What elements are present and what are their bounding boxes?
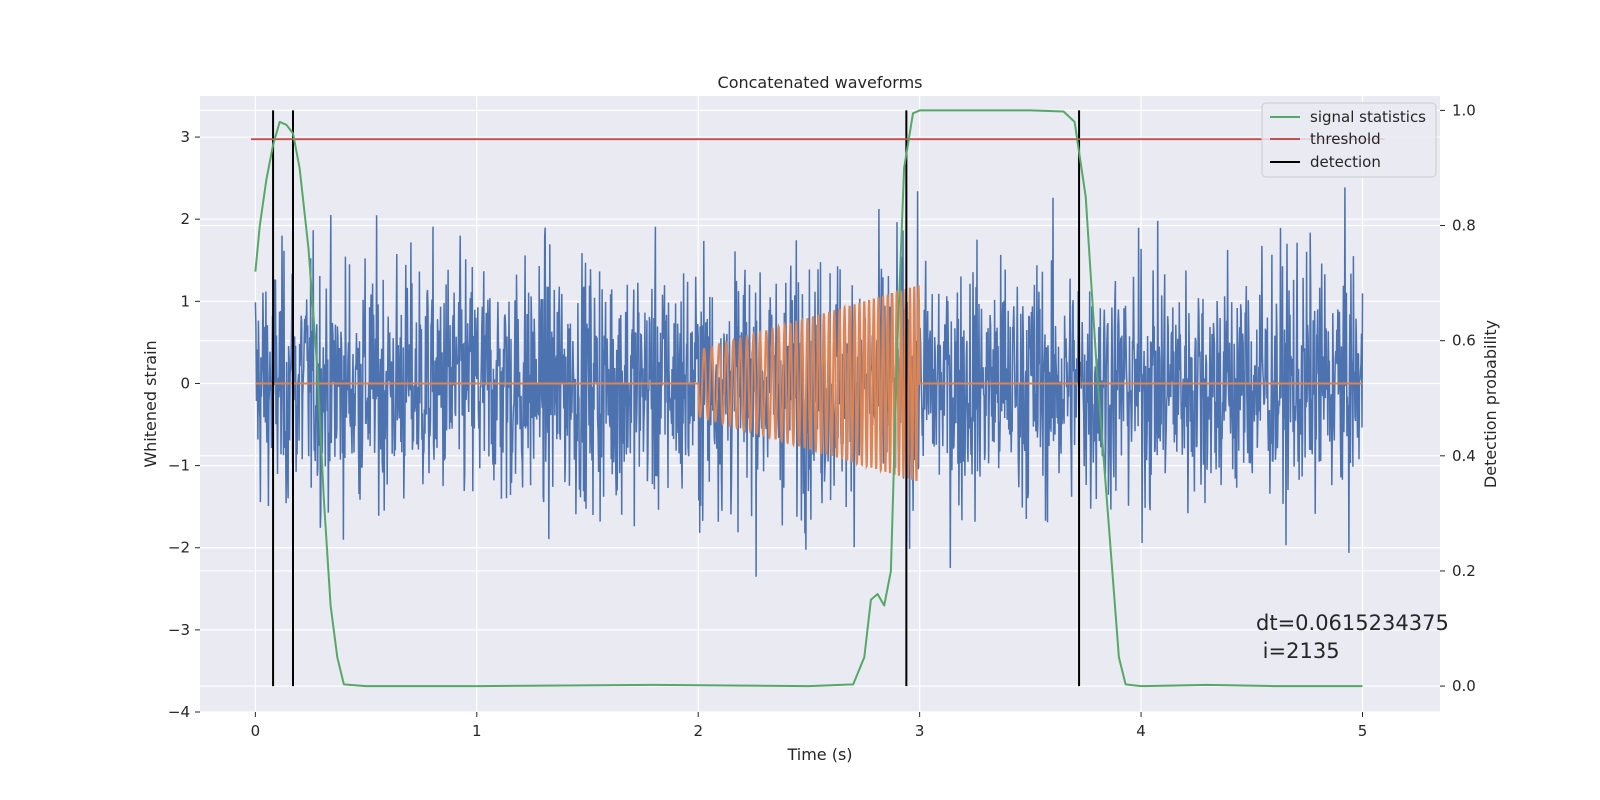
series-layer [250,109,1385,688]
template-series [255,285,1363,482]
x-tick-label: 1 [472,722,482,740]
y2-tick-label: 0.4 [1452,447,1476,465]
y2-tick-label: 0.8 [1452,217,1476,235]
y2-tick-label: 0.2 [1452,562,1476,580]
chart-title: Concatenated waveforms [718,73,923,92]
y2-tick-label: 1.0 [1452,101,1476,119]
y-axis-label: Whitened strain [141,340,160,467]
y-tick-label: −3 [168,621,190,639]
legend-label-signal-statistics: signal statistics [1310,108,1426,126]
legend-label-threshold: threshold [1310,130,1381,148]
annotation-i: i=2135 [1256,639,1340,663]
annotation-dt: dt=0.0615234375 [1256,611,1449,635]
x-tick-label: 4 [1136,722,1146,740]
y2-axis-label: Detection probability [1481,320,1500,488]
signal-statistics-series [254,109,1363,688]
y-tick-label: −4 [168,703,190,721]
y-tick-label: −1 [168,457,190,475]
y-tick-label: 1 [180,292,190,310]
legend-label-detection: detection [1310,153,1381,171]
y-tick-label: −2 [168,539,190,557]
x-tick-label: 2 [693,722,703,740]
legend-box [1261,102,1437,178]
y-tick-label: 3 [180,128,190,146]
x-tick-label: 5 [1358,722,1368,740]
x-axis-label: Time (s) [786,745,852,764]
legend: signal statistics threshold detection [1261,102,1437,178]
ticks-layer: 0 1 2 3 4 5 −4 −3 −2 −1 0 1 2 3 0.0 0.2 0.4 0.6 0.8 1.0 [168,101,1476,740]
y2-tick-label: 0.6 [1452,332,1476,350]
y-tick-label: 2 [180,210,190,228]
x-tick-label: 3 [915,722,925,740]
x-tick-label: 0 [251,722,261,740]
y-tick-label: 0 [180,374,190,392]
y2-tick-label: 0.0 [1452,677,1476,695]
